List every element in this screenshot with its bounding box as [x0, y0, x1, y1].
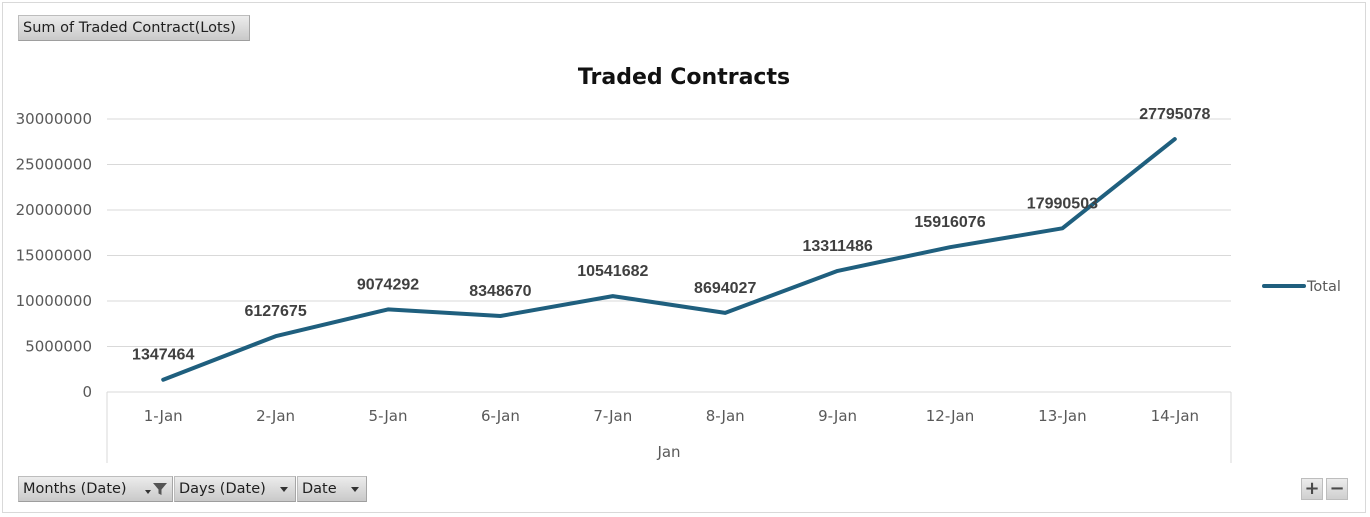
- x-tick-label: 5-Jan: [369, 407, 408, 425]
- axis-field-days[interactable]: Days (Date): [174, 476, 296, 502]
- x-axis: 1-Jan 2-Jan 5-Jan 6-Jan 7-Jan 8-Jan 9-Jan 12-Ja…: [106, 391, 1232, 463]
- gridlines: [107, 118, 1231, 347]
- filter-icon: [152, 483, 167, 495]
- axis-field-date-label: Date: [302, 481, 337, 497]
- filter-dropdown-button[interactable]: [139, 477, 173, 501]
- data-label: 1347464: [132, 347, 194, 364]
- x-tick-label: 13-Jan: [1038, 407, 1086, 425]
- expand-field-button[interactable]: +: [1301, 478, 1323, 500]
- series-total: [161, 137, 1177, 382]
- y-tick-label: 5000000: [25, 338, 92, 356]
- data-label: 8694027: [694, 280, 756, 297]
- axis-field-date[interactable]: Date: [297, 476, 367, 502]
- x-tick-label: 12-Jan: [926, 407, 974, 425]
- y-tick-label: 25000000: [16, 156, 92, 174]
- x-tick-label: 2-Jan: [256, 407, 295, 425]
- x-tick-label: 6-Jan: [481, 407, 520, 425]
- chevron-down-icon: [351, 486, 359, 492]
- data-label: 27795078: [1139, 106, 1210, 123]
- legend[interactable]: Total: [1262, 279, 1341, 295]
- y-tick-label: 10000000: [16, 292, 92, 310]
- data-label: 17990503: [1027, 195, 1098, 212]
- axis-field-months[interactable]: Months (Date): [18, 476, 173, 502]
- legend-label: Total: [1306, 279, 1341, 295]
- data-label: 13311486: [802, 238, 872, 255]
- chevron-down-icon: [144, 490, 151, 494]
- x-tick-label: 9-Jan: [818, 407, 857, 425]
- date-dropdown-button[interactable]: [346, 477, 364, 501]
- data-label: 8348670: [469, 283, 531, 300]
- x-group-label: Jan: [656, 443, 680, 461]
- collapse-field-button[interactable]: −: [1326, 478, 1348, 500]
- y-axis: 0 5000000 10000000 15000000 20000000 25000000…: [16, 110, 92, 401]
- x-tick-label: 7-Jan: [593, 407, 632, 425]
- chevron-down-icon: [280, 486, 288, 492]
- axis-field-days-label: Days (Date): [179, 481, 266, 497]
- x-tick-label: 1-Jan: [144, 407, 183, 425]
- value-field-button[interactable]: Sum of Traded Contract(Lots): [18, 15, 250, 41]
- y-tick-label: 30000000: [16, 110, 92, 128]
- y-tick-label: 15000000: [16, 247, 92, 265]
- chart-title: Traded Contracts: [578, 65, 790, 90]
- x-tick-label: 14-Jan: [1151, 407, 1199, 425]
- days-dropdown-button[interactable]: [275, 477, 293, 501]
- data-label: 9074292: [357, 276, 419, 293]
- value-field-label: Sum of Traded Contract(Lots): [23, 20, 236, 36]
- y-tick-label: 20000000: [16, 201, 92, 219]
- data-labels: 1347464 6127675 9074292 8348670 10541682 8694…: [132, 106, 1210, 364]
- y-tick-label: 0: [82, 383, 92, 401]
- series-line: [161, 137, 1177, 382]
- data-label: 15916076: [914, 214, 985, 231]
- axis-field-months-label: Months (Date): [23, 481, 127, 497]
- x-tick-label: 8-Jan: [706, 407, 745, 425]
- data-label: 6127675: [244, 303, 306, 320]
- data-label: 10541682: [577, 263, 648, 280]
